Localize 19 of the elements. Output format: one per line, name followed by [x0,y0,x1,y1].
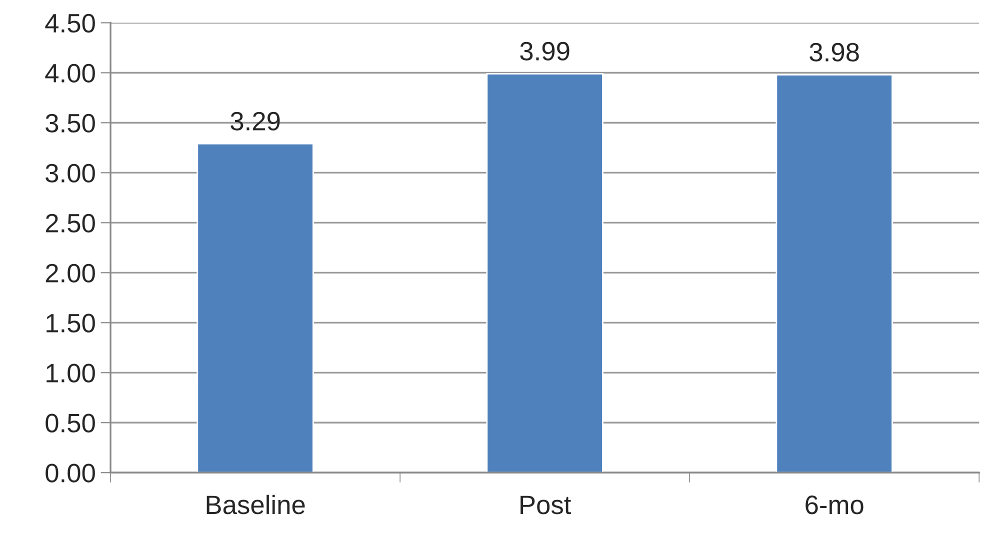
y-tick-label: 1.50 [46,314,95,332]
bar [776,74,893,473]
y-tick-label: 4.50 [45,14,95,33]
x-tick-label: Post [520,496,572,514]
data-label: 3.99 [520,42,570,61]
bar [196,143,314,473]
y-tick-label: 3.00 [46,164,95,183]
y-tick-label: 2.50 [46,214,95,233]
data-label: 3.98 [810,42,859,62]
bar [486,73,604,473]
data-label: 3.29 [230,112,280,131]
y-tick-label: 1.00 [46,364,95,382]
y-tick-label: 4.00 [45,64,95,83]
x-tick-label: Baseline [206,494,305,514]
y-tick-label: 2.00 [46,264,95,283]
y-tick-label: 0.50 [46,414,95,432]
y-tick-label: 3.50 [46,114,95,133]
x-tick-label: 6-mo [806,496,864,514]
y-tick-label: 0.00 [46,464,95,482]
